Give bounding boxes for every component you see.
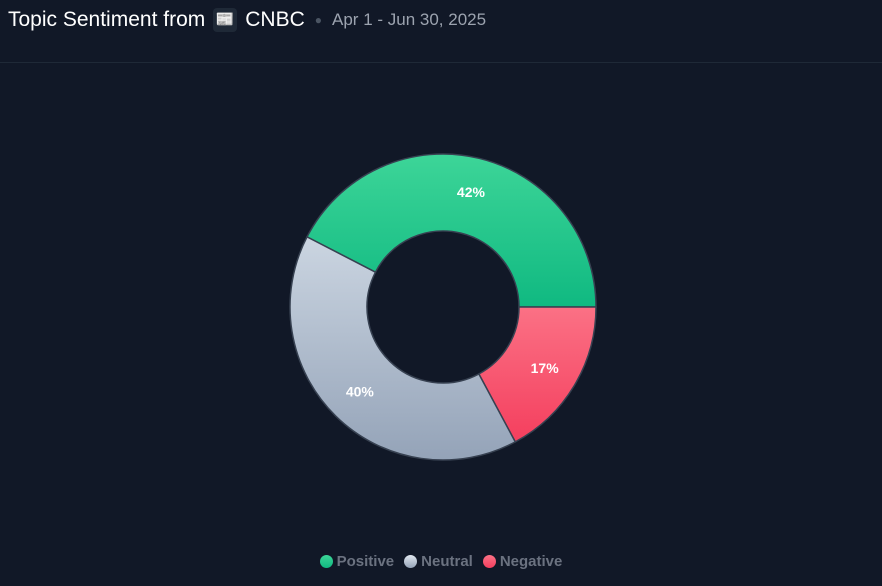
slice-positive[interactable]	[305, 153, 597, 308]
data-label-neutral: 40%	[346, 383, 375, 399]
slice-negative[interactable]	[477, 306, 597, 443]
date-range: Apr 1 - Jun 30, 2025	[332, 10, 487, 29]
legend-label: Negative	[499, 553, 563, 570]
legend-item-negative[interactable]: Negative	[482, 553, 563, 570]
source-name: CNBC	[245, 8, 305, 31]
legend-label: Neutral	[421, 553, 473, 570]
header-divider	[0, 62, 882, 63]
slice-neutral[interactable]	[289, 235, 517, 461]
chart-header: Topic Sentiment from 📰 CNBC ● Apr 1 - Ju…	[8, 6, 486, 34]
legend-swatch	[482, 555, 496, 568]
legend-label: Positive	[336, 553, 395, 570]
newspaper-icon: 📰	[213, 8, 238, 32]
legend-item-positive[interactable]: Positive	[319, 553, 395, 570]
legend: Positive Neutral Negative	[0, 553, 882, 570]
legend-item-neutral[interactable]: Neutral	[404, 553, 473, 570]
legend-swatch	[319, 555, 333, 568]
data-label-negative: 17%	[531, 360, 560, 376]
chart-title: Topic Sentiment from	[8, 8, 206, 31]
data-label-positive: 42%	[457, 184, 486, 200]
separator-dot: ●	[314, 13, 323, 27]
legend-swatch	[404, 555, 418, 568]
